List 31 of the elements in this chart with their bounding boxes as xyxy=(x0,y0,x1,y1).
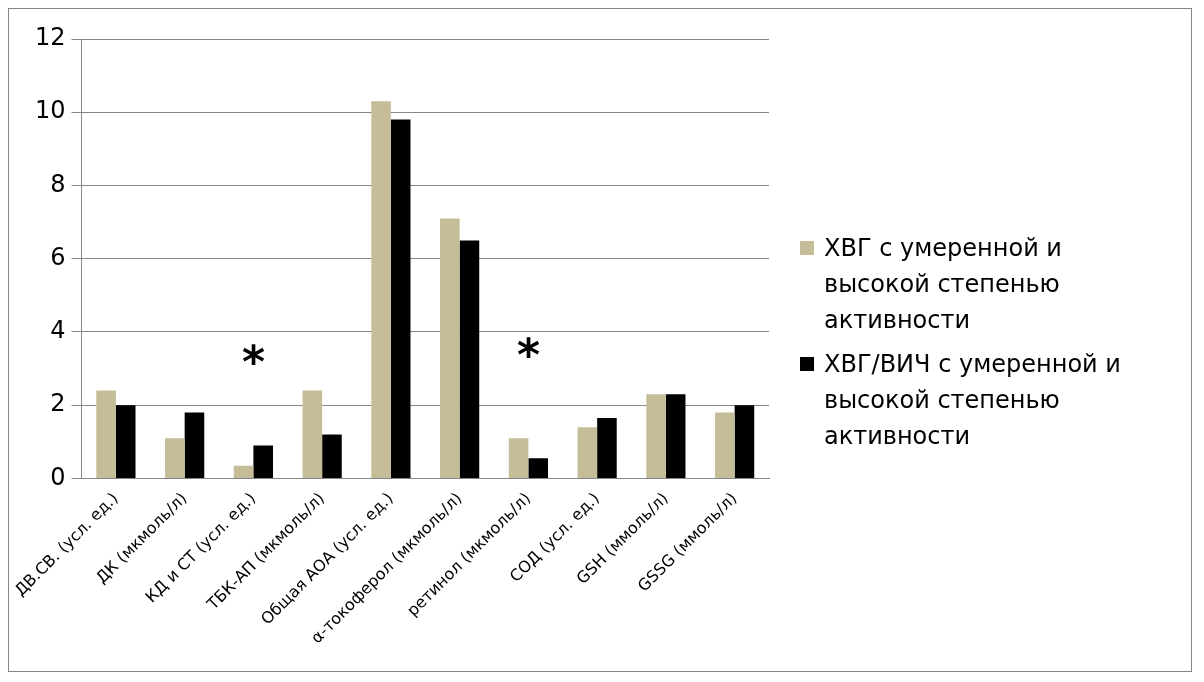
bar xyxy=(322,434,342,478)
legend-label: ХВГ/ВИЧ с умеренной и высокой степенью активности xyxy=(824,349,1122,452)
bar xyxy=(184,412,205,478)
bar xyxy=(96,390,116,478)
bar xyxy=(302,390,323,478)
bar xyxy=(734,405,755,478)
y-tick-label: 0 xyxy=(50,462,66,491)
annotation: * xyxy=(516,328,540,380)
bar xyxy=(459,240,480,478)
legend-label: ХВГ с умеренной и высокой степенью активности xyxy=(824,233,1063,336)
bar xyxy=(371,101,391,478)
bar xyxy=(165,438,185,478)
y-tick-label: 6 xyxy=(50,242,66,271)
bar xyxy=(646,394,666,478)
bar xyxy=(528,458,548,478)
annotation: * xyxy=(241,335,265,387)
y-tick-label: 10 xyxy=(34,96,66,125)
bar xyxy=(508,438,529,478)
y-tick-label: 2 xyxy=(50,389,66,418)
y-tick-label: 8 xyxy=(50,169,66,198)
bar xyxy=(440,218,460,478)
bar xyxy=(253,445,273,478)
bar xyxy=(715,412,735,478)
bar xyxy=(597,418,617,478)
bar xyxy=(577,427,598,478)
y-tick-label: 12 xyxy=(34,23,66,52)
bar xyxy=(665,394,686,478)
bar xyxy=(390,119,411,478)
y-tick-label: 4 xyxy=(50,316,66,345)
bar xyxy=(115,405,136,478)
bar xyxy=(233,465,254,478)
